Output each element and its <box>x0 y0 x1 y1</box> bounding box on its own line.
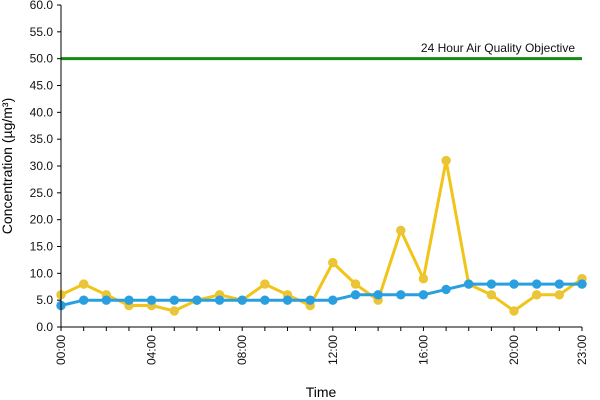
series-2-point <box>509 279 519 289</box>
y-tick-label: 60.0 <box>30 0 54 12</box>
series-1-point <box>441 155 451 166</box>
series-1-point <box>328 257 338 268</box>
series-layer <box>56 155 587 316</box>
series-2-point <box>418 290 429 300</box>
series-1-point <box>418 274 429 284</box>
y-tick-label: 5.0 <box>36 293 53 307</box>
y-tick-label: 25.0 <box>30 186 54 200</box>
y-tick-label: 40.0 <box>30 105 54 119</box>
series-2-point <box>328 295 338 305</box>
series-2-point <box>282 295 293 305</box>
x-tick-label: 00:00 <box>54 335 68 365</box>
y-axis-title: Concentration (µg/m³) <box>0 98 15 234</box>
series-2-point <box>441 284 451 295</box>
series-1-point <box>79 279 89 289</box>
series-1 <box>56 155 587 316</box>
series-2-point <box>260 295 270 305</box>
series-2-point <box>554 279 564 289</box>
series-2-point <box>577 279 587 289</box>
y-tick-label: 20.0 <box>30 213 54 227</box>
y-tick-label: 10.0 <box>30 266 54 280</box>
series-2-point <box>486 279 497 289</box>
series-1-point <box>350 279 361 289</box>
x-tick-label: 16:00 <box>416 335 430 365</box>
y-tick-label: 55.0 <box>30 25 54 39</box>
series-2-point <box>79 295 89 305</box>
series-2 <box>56 279 587 311</box>
series-2-point <box>124 295 134 305</box>
x-axis-title: Time <box>306 384 337 400</box>
objective-label: 24 Hour Air Quality Objective <box>421 41 575 55</box>
series-1-point <box>260 279 270 289</box>
series-1-point <box>486 290 497 300</box>
series-2-point <box>101 295 112 305</box>
series-1-point <box>169 306 180 316</box>
series-1-point <box>532 290 542 300</box>
series-2-point <box>146 295 157 305</box>
ticks-layer: 0.0 5.0 10.0 15.0 20.0 25.0 30.0 35.0 40.0 45.0 50… <box>30 0 589 365</box>
y-tick-label: 15.0 <box>30 240 54 254</box>
series-1-line <box>60 159 583 313</box>
series-2-point <box>192 295 202 305</box>
x-tick-label: 08:00 <box>235 335 249 365</box>
series-2-point <box>373 290 383 300</box>
series-2-point <box>214 295 225 305</box>
series-2-point <box>464 279 474 289</box>
y-tick-label: 35.0 <box>30 132 54 146</box>
series-2-point <box>350 290 361 300</box>
series-2-point <box>305 295 315 305</box>
series-2-point <box>169 295 180 305</box>
series-1-point <box>554 290 564 300</box>
y-tick-label: 30.0 <box>30 159 54 173</box>
series-2-point <box>396 290 406 300</box>
y-tick-label: 45.0 <box>30 79 54 93</box>
y-tick-label: 0.0 <box>36 320 53 334</box>
x-tick-label: 04:00 <box>145 335 159 365</box>
x-tick-label: 23:00 <box>575 335 589 365</box>
x-tick-label: 20:00 <box>507 335 521 365</box>
series-2-point <box>532 279 542 289</box>
series-1-point <box>509 306 519 316</box>
y-tick-label: 50.0 <box>30 52 54 66</box>
x-tick-label: 12:00 <box>326 335 340 365</box>
series-1-point <box>396 225 406 236</box>
series-2-point <box>237 295 247 305</box>
